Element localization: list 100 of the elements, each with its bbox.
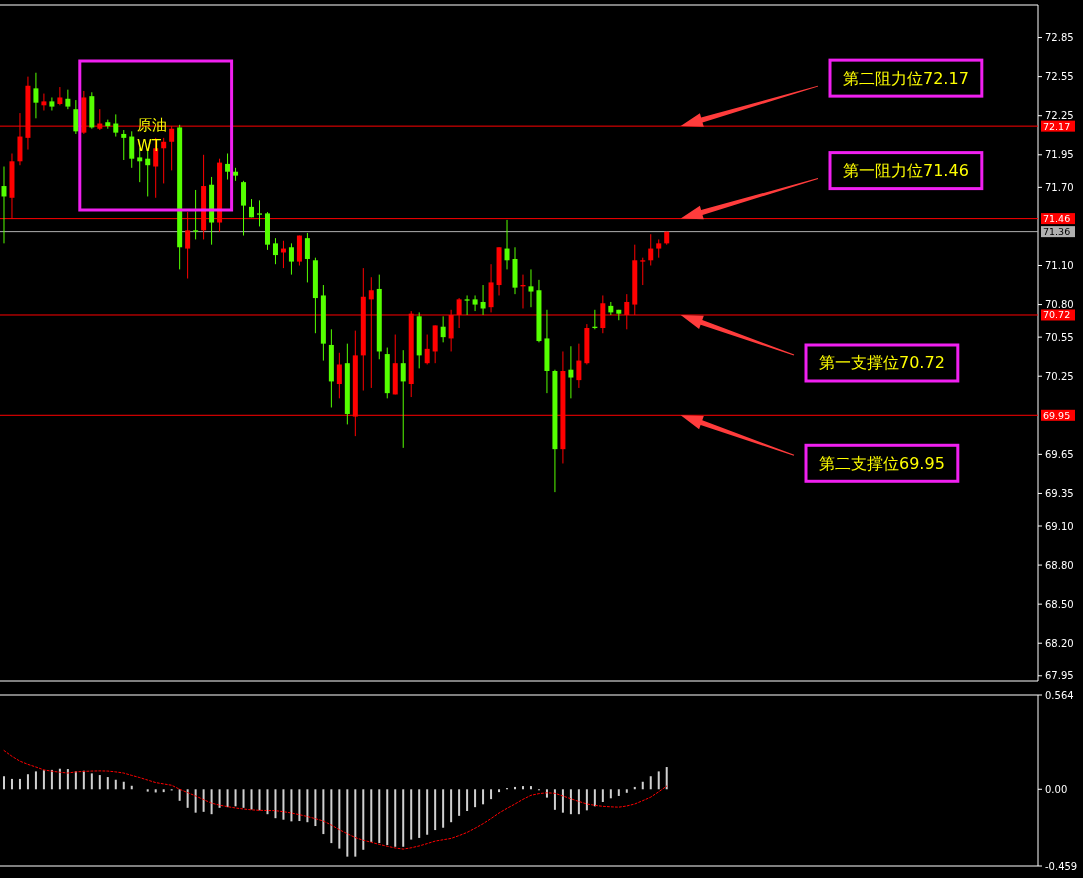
bar <box>194 789 197 813</box>
candlestick <box>161 137 167 184</box>
y-tick-label: 70.80 <box>1045 299 1074 311</box>
y-tick-label: 0.00 <box>1045 783 1068 795</box>
candlestick <box>568 345 574 399</box>
y-tick-label: 67.95 <box>1045 670 1074 682</box>
y-tick-label: 68.20 <box>1045 637 1074 649</box>
bar <box>418 789 421 838</box>
y-tick-label: 70.25 <box>1045 370 1074 382</box>
bar <box>314 789 317 827</box>
candlestick <box>472 294 478 312</box>
bar <box>178 789 181 801</box>
bar <box>106 777 109 790</box>
bar <box>290 789 293 822</box>
bar <box>330 789 333 844</box>
bar <box>617 789 620 796</box>
candlestick <box>336 352 342 399</box>
y-tick-label: 69.35 <box>1045 487 1074 499</box>
bar <box>234 789 237 807</box>
annotation: 第一支撑位70.72 <box>819 353 945 373</box>
candlestick <box>424 334 430 365</box>
bar <box>649 776 652 790</box>
bar <box>601 789 604 802</box>
bar <box>434 789 437 831</box>
bar <box>186 789 189 808</box>
bar <box>354 789 357 857</box>
y-tick-label: 72.85 <box>1045 32 1074 44</box>
ref-line-label: 72.17 <box>1043 120 1071 132</box>
candlestick <box>113 113 119 138</box>
bar <box>34 771 37 790</box>
candlestick <box>288 242 294 276</box>
candlestick <box>65 89 71 110</box>
bar <box>378 789 381 844</box>
candlestick <box>400 349 406 449</box>
candlestick <box>145 149 151 197</box>
candlestick <box>656 238 662 259</box>
candlestick <box>225 152 231 181</box>
bar <box>569 789 572 815</box>
line-series <box>3 750 668 850</box>
bar <box>482 789 485 805</box>
ref-line-label: 69.95 <box>1043 409 1071 421</box>
bar <box>66 769 69 790</box>
candlestick <box>57 86 63 106</box>
candlestick <box>73 99 79 135</box>
candlestick <box>49 96 55 111</box>
candlestick <box>257 199 262 227</box>
candlestick <box>41 93 47 111</box>
bar <box>657 771 660 790</box>
ref-line-label: 70.72 <box>1043 309 1071 321</box>
y-tick-label: 0.564 <box>1045 689 1074 701</box>
bar <box>641 781 644 790</box>
bar <box>2 776 5 790</box>
candlestick <box>464 294 470 316</box>
bar <box>98 775 101 790</box>
bar <box>426 789 429 835</box>
candlestick <box>33 72 39 119</box>
bar <box>577 789 580 815</box>
bar <box>466 789 469 812</box>
bar <box>362 789 365 850</box>
bar <box>298 789 301 822</box>
annotation: 第二支撑位69.95 <box>819 453 945 473</box>
candlestick <box>648 233 654 266</box>
y-tick-label: 68.80 <box>1045 559 1074 571</box>
candlestick <box>272 237 278 265</box>
bar <box>162 789 165 793</box>
y-tick-label: 72.25 <box>1045 110 1074 122</box>
candlestick <box>121 129 127 161</box>
bar <box>58 768 61 790</box>
bar <box>490 789 493 800</box>
y-tick-label: 71.10 <box>1045 260 1074 271</box>
bar <box>282 789 285 820</box>
y-tick-label: 72.55 <box>1045 71 1074 83</box>
bar <box>442 789 445 828</box>
bar <box>122 781 125 790</box>
bar <box>42 770 45 790</box>
bar <box>322 789 325 835</box>
ref-line-label: 71.36 <box>1043 226 1071 238</box>
bar <box>665 767 668 790</box>
y-tick-label: -0.459 <box>1045 860 1078 872</box>
bar <box>154 789 157 793</box>
bar <box>521 786 524 790</box>
y-tick-label: 69.10 <box>1045 520 1074 532</box>
bar <box>529 786 532 790</box>
bar <box>609 789 612 799</box>
candlestick <box>129 130 135 169</box>
y-tick-label: 68.50 <box>1045 598 1074 610</box>
bar <box>498 789 501 793</box>
bar <box>18 778 21 790</box>
annotation: 第一阻力位71.46 <box>843 161 969 181</box>
candlestick <box>504 219 510 270</box>
bar <box>26 774 29 790</box>
bar <box>338 789 341 849</box>
candlestick <box>304 232 310 283</box>
bar <box>10 778 13 790</box>
bar <box>266 789 269 815</box>
bar <box>258 789 261 811</box>
bar <box>90 773 93 790</box>
bar <box>114 779 117 790</box>
bar <box>402 789 405 847</box>
candlestick <box>1 166 7 244</box>
